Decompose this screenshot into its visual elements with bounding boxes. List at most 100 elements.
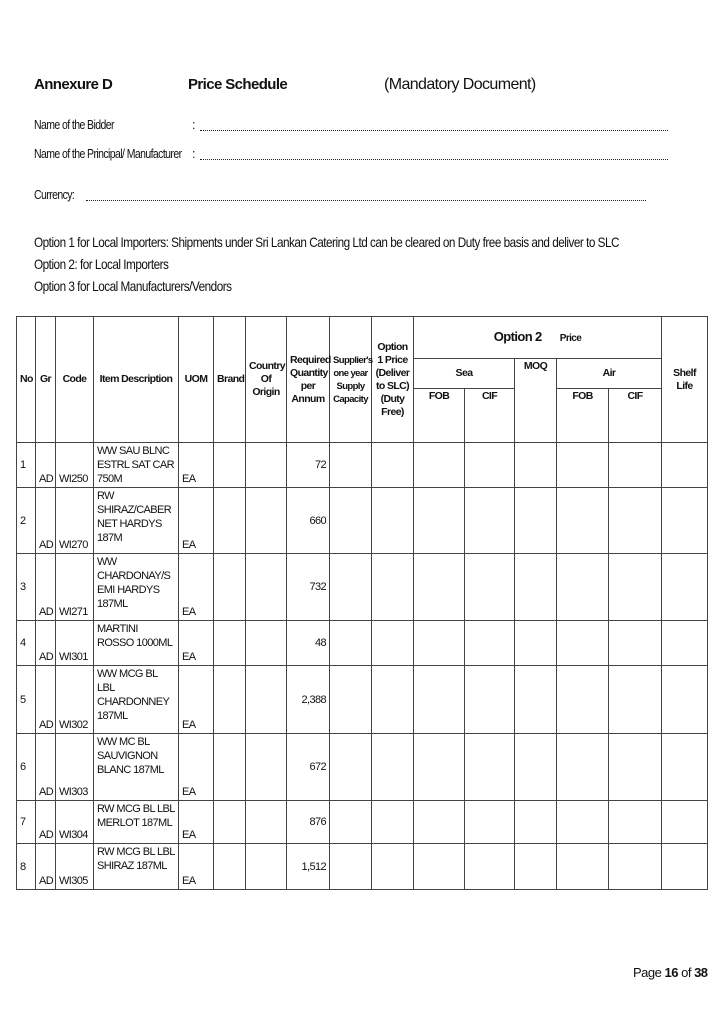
principal-field[interactable] [200, 159, 668, 160]
sea-cif-cell[interactable] [464, 620, 515, 666]
required-quantity: 72 [286, 442, 330, 488]
moq-cell[interactable] [514, 800, 557, 844]
uom: EA [178, 843, 214, 890]
shelf-life-cell[interactable] [661, 620, 709, 666]
air-fob-cell[interactable] [556, 843, 609, 890]
brand-cell[interactable] [213, 442, 246, 488]
shelf-life-cell[interactable] [661, 733, 709, 801]
sea-cif-cell[interactable] [464, 553, 515, 621]
uom: EA [178, 487, 214, 554]
sea-fob-cell[interactable] [413, 487, 465, 554]
air-cif-cell[interactable] [607, 800, 663, 844]
air-cif-cell[interactable] [607, 665, 663, 734]
supply-cell[interactable] [329, 487, 372, 554]
moq-cell[interactable] [514, 553, 557, 621]
air-cif-cell[interactable] [607, 553, 663, 621]
country-cell[interactable] [245, 800, 287, 844]
required-quantity: 876 [286, 800, 330, 844]
air-fob-cell[interactable] [556, 487, 609, 554]
supply-cell[interactable] [329, 620, 372, 666]
air-fob-cell[interactable] [556, 800, 609, 844]
brand-cell[interactable] [213, 843, 246, 890]
sea-fob-cell[interactable] [413, 553, 465, 621]
sea-cif-cell[interactable] [464, 442, 515, 488]
brand-cell[interactable] [213, 620, 246, 666]
brand-cell[interactable] [213, 733, 246, 801]
mandatory-note: (Mandatory Document) [384, 76, 536, 93]
sea-fob-cell[interactable] [413, 442, 465, 488]
uom: EA [178, 733, 214, 801]
sea-cif-cell[interactable] [464, 800, 515, 844]
air-cif-cell[interactable] [607, 620, 663, 666]
air-fob-cell[interactable] [556, 733, 609, 801]
moq-cell[interactable] [514, 733, 557, 801]
option1-price-cell[interactable] [371, 620, 414, 666]
required-quantity: 1,512 [286, 843, 330, 890]
table-row: 2 AD WI270 RW SHIRAZ/CABERNET HARDYS 187M EA… [16, 487, 709, 554]
sea-cif-cell[interactable] [464, 733, 515, 801]
supply-cell[interactable] [329, 665, 372, 734]
group: AD [35, 800, 56, 844]
sea-fob-cell[interactable] [413, 733, 465, 801]
sea-cif-cell[interactable] [464, 487, 515, 554]
shelf-life-cell[interactable] [661, 843, 709, 890]
option1-price-cell[interactable] [371, 442, 414, 488]
sea-fob-cell[interactable] [413, 665, 465, 734]
supply-cell[interactable] [329, 553, 372, 621]
option1-price-cell[interactable] [371, 665, 414, 734]
bidder-field[interactable] [200, 130, 668, 131]
air-cif-cell[interactable] [607, 487, 663, 554]
header-air: Air [555, 358, 663, 389]
option1-price-cell[interactable] [371, 553, 414, 621]
air-cif-cell[interactable] [607, 733, 663, 801]
shelf-life-cell[interactable] [661, 553, 709, 621]
country-cell[interactable] [245, 733, 287, 801]
shelf-life-cell[interactable] [661, 442, 709, 488]
shelf-life-cell[interactable] [661, 665, 709, 734]
currency-field[interactable] [86, 200, 646, 201]
air-fob-cell[interactable] [556, 553, 609, 621]
country-cell[interactable] [245, 487, 287, 554]
sea-fob-cell[interactable] [413, 800, 465, 844]
brand-cell[interactable] [213, 800, 246, 844]
moq-cell[interactable] [514, 843, 557, 890]
sea-cif-cell[interactable] [464, 665, 515, 734]
brand-cell[interactable] [213, 487, 246, 554]
moq-cell[interactable] [514, 442, 557, 488]
option1-price-cell[interactable] [371, 733, 414, 801]
sea-fob-cell[interactable] [413, 620, 465, 666]
country-cell[interactable] [245, 665, 287, 734]
option1-price-cell[interactable] [371, 843, 414, 890]
row-number: 5 [16, 665, 36, 734]
page-number: Page 16 of 38 [633, 965, 708, 980]
sea-cif-cell[interactable] [464, 843, 515, 890]
option1-price-cell[interactable] [371, 800, 414, 844]
of-label: of [681, 965, 691, 980]
moq-cell[interactable] [514, 487, 557, 554]
brand-cell[interactable] [213, 665, 246, 734]
country-cell[interactable] [245, 843, 287, 890]
country-cell[interactable] [245, 553, 287, 621]
item-code: WI303 [55, 733, 94, 801]
air-fob-cell[interactable] [556, 442, 609, 488]
country-cell[interactable] [245, 442, 287, 488]
item-description: WW MC BL SAUVIGNON BLANC 187ML [93, 733, 179, 801]
moq-cell[interactable] [514, 665, 557, 734]
air-cif-cell[interactable] [607, 843, 663, 890]
supply-cell[interactable] [329, 442, 372, 488]
supply-cell[interactable] [329, 843, 372, 890]
sea-fob-cell[interactable] [413, 843, 465, 890]
country-cell[interactable] [245, 620, 287, 666]
supply-cell[interactable] [329, 800, 372, 844]
shelf-life-cell[interactable] [661, 487, 709, 554]
air-fob-cell[interactable] [556, 620, 609, 666]
option-1-text: Option 1 for Local Importers: Shipments … [34, 234, 620, 250]
air-cif-cell[interactable] [607, 442, 663, 488]
header-option2: Option 2 Price [412, 316, 663, 359]
moq-cell[interactable] [514, 620, 557, 666]
brand-cell[interactable] [213, 553, 246, 621]
option1-price-cell[interactable] [371, 487, 414, 554]
shelf-life-cell[interactable] [661, 800, 709, 844]
air-fob-cell[interactable] [556, 665, 609, 734]
supply-cell[interactable] [329, 733, 372, 801]
